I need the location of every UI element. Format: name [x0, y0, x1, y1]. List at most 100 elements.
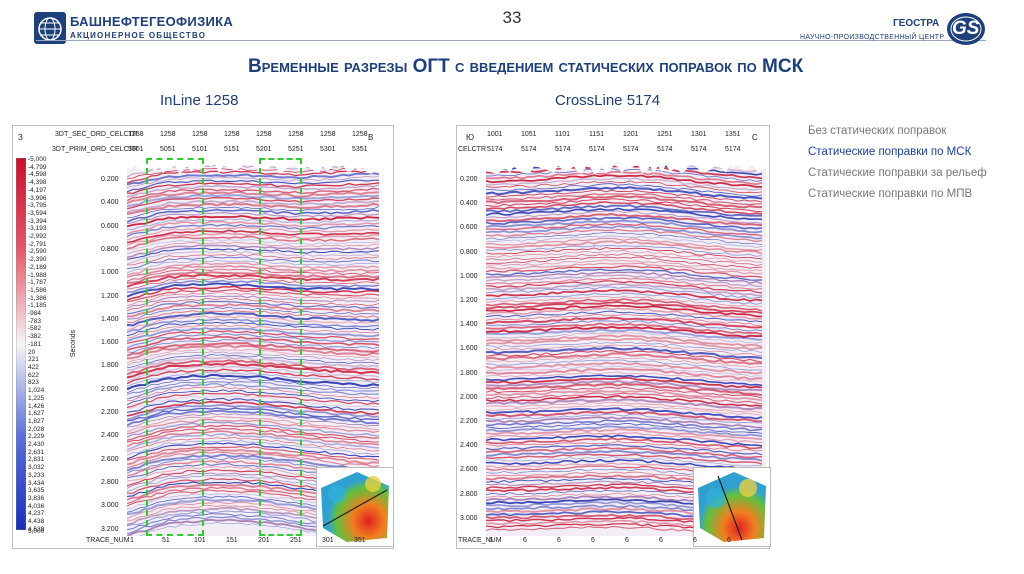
partner-subtitle: НАУЧНО-ПРОИЗВОДСТВЕННЫЙ ЦЕНТР	[800, 34, 945, 41]
legend-bottom-value: 5,000	[28, 528, 45, 535]
legend-value: -783	[28, 317, 42, 325]
amplitude-legend: -5,000 -4,799 -4,598 -4,398 -4,197 -3,996 -3,7…	[28, 156, 46, 533]
inline-yaxis-label: Seconds	[70, 329, 78, 358]
inline-header1-value: 1258	[160, 131, 176, 138]
page-title: Временные разрезы ОГТ с введением статич…	[248, 56, 804, 77]
amplitude-colorbar	[16, 158, 26, 530]
company-globe-icon	[34, 12, 66, 44]
crossline-header1-value: 1301	[691, 131, 707, 138]
inline-header1-value: 1258	[256, 131, 272, 138]
inline-header1-label: 3DT_SEC_ORD_CELCTR	[55, 131, 138, 138]
inline-section-label: InLine 1258	[160, 92, 239, 109]
statics-option[interactable]: Статические поправки по МПВ	[808, 188, 973, 200]
legend-value: -2,390	[28, 256, 47, 264]
legend-value: 622	[28, 371, 39, 379]
crossline-time-tick: 2.200	[460, 418, 478, 425]
inline-time-tick: 0.200	[101, 176, 119, 183]
legend-value: -1,988	[28, 271, 47, 279]
legend-value: 3,032	[28, 464, 45, 472]
legend-value: -4,799	[28, 163, 47, 171]
legend-value: 1,225	[28, 394, 45, 402]
inline-time-tick: 1.200	[101, 292, 119, 300]
crossline-header1-value: 1001	[487, 131, 503, 138]
inline-time-tick: 0.600	[101, 222, 119, 230]
legend-value: -2,189	[28, 263, 47, 271]
inline-trace-value: 251	[290, 537, 302, 544]
partner-logo-text: GS	[952, 18, 980, 39]
crossline-time-tick: 0.800	[460, 248, 478, 256]
crossline-header1-value: 1051	[521, 131, 537, 138]
inline-header2-value: 5101	[192, 146, 208, 153]
crossline-trace-value: 6	[489, 537, 493, 544]
crossline-trace-value: 6	[557, 537, 561, 544]
partner-logo: GS	[946, 12, 986, 46]
legend-value: 1,627	[28, 410, 45, 418]
inline-time-tick: 2.800	[101, 478, 119, 486]
crossline-time-tick: 1.000	[460, 272, 478, 280]
crossline-trace-value: 6	[625, 537, 629, 544]
legend-value: 2,229	[28, 433, 45, 441]
inline-compass-west: З	[18, 133, 23, 142]
legend-value: -582	[28, 325, 42, 333]
crossline-header1-value: 1101	[555, 131, 571, 138]
legend-value: -1,787	[28, 279, 47, 287]
inline-trace-label: TRACE_NUM	[86, 537, 130, 544]
inline-header2-value: 5151	[224, 146, 240, 153]
legend-value: -3,394	[28, 217, 47, 225]
inline-trace-value: 351	[354, 537, 366, 544]
statics-option[interactable]: Статические поправки по МСК	[808, 146, 972, 158]
crossline-trace-value: 6	[693, 537, 697, 544]
partner-name: ГЕОСТРА	[893, 18, 940, 29]
statics-option[interactable]: Без статических поправок	[808, 125, 947, 137]
crossline-trace-value: 6	[523, 537, 527, 544]
legend-value: -3,594	[28, 209, 47, 217]
inline-header2-label: 3DT_PRIM_ORD_CELCTR	[52, 146, 138, 153]
crossline-section-label: CrossLine 5174	[555, 92, 661, 109]
inline-highlight-zone-2	[259, 158, 302, 536]
crossline-header2-value: 5174	[725, 146, 741, 153]
header-divider	[36, 40, 986, 41]
legend-value: 1,426	[28, 402, 45, 410]
inline-header2-value: 5051	[160, 146, 176, 153]
inline-time-tick: 1.400	[101, 315, 119, 323]
crossline-header1-value: 1151	[589, 131, 605, 138]
crossline-trace-value: 6	[591, 537, 595, 544]
legend-value: 4,438	[28, 518, 45, 526]
crossline-header1-value: 1351	[725, 131, 741, 138]
legend-value: -2,992	[28, 233, 47, 241]
inline-time-tick: 0.800	[101, 245, 119, 253]
inline-header1-value: 1258	[192, 131, 208, 138]
inline-trace-value: 201	[258, 537, 270, 544]
crossline-time-tick: 2.000	[460, 393, 478, 401]
legend-value: -4,398	[28, 179, 47, 187]
inline-time-tick: 1.600	[101, 339, 119, 347]
crossline-time-tick: 0.200	[460, 176, 478, 183]
legend-value: -1,185	[28, 302, 47, 310]
inline-header1-value: 1258	[352, 131, 368, 138]
legend-value: 20	[28, 348, 36, 356]
crossline-time-tick: 1.400	[460, 321, 478, 329]
crossline-time-tick: 2.400	[460, 442, 478, 450]
inline-time-tick: 0.400	[101, 199, 119, 207]
legend-value: -1,586	[28, 286, 47, 294]
crossline-trace-label: TRACE_NUM	[458, 537, 502, 544]
legend-value: -5,000	[28, 156, 47, 163]
crossline-header2-value: 5174	[589, 146, 605, 153]
crossline-time-tick: 3.000	[460, 514, 478, 522]
legend-value: 2,028	[28, 425, 45, 433]
crossline-time-tick: 1.600	[460, 345, 478, 353]
legend-value: 823	[28, 379, 39, 387]
legend-value: 3,836	[28, 494, 45, 502]
inline-trace-value: 1	[130, 537, 134, 544]
legend-value: 2,631	[28, 448, 45, 456]
crossline-trace-value: 6	[659, 537, 663, 544]
crossline-time-tick: 0.600	[460, 224, 478, 232]
statics-option[interactable]: Статические поправки за рельеф	[808, 167, 987, 179]
inline-header2-value: 5351	[352, 146, 368, 153]
inline-time-tick: 2.600	[101, 455, 119, 463]
inline-time-tick: 2.200	[101, 409, 119, 416]
legend-value: -181	[28, 340, 42, 348]
inline-highlight-zone-1	[146, 158, 204, 536]
crossline-header1-value: 1251	[657, 131, 673, 138]
legend-value: -984	[28, 310, 42, 318]
